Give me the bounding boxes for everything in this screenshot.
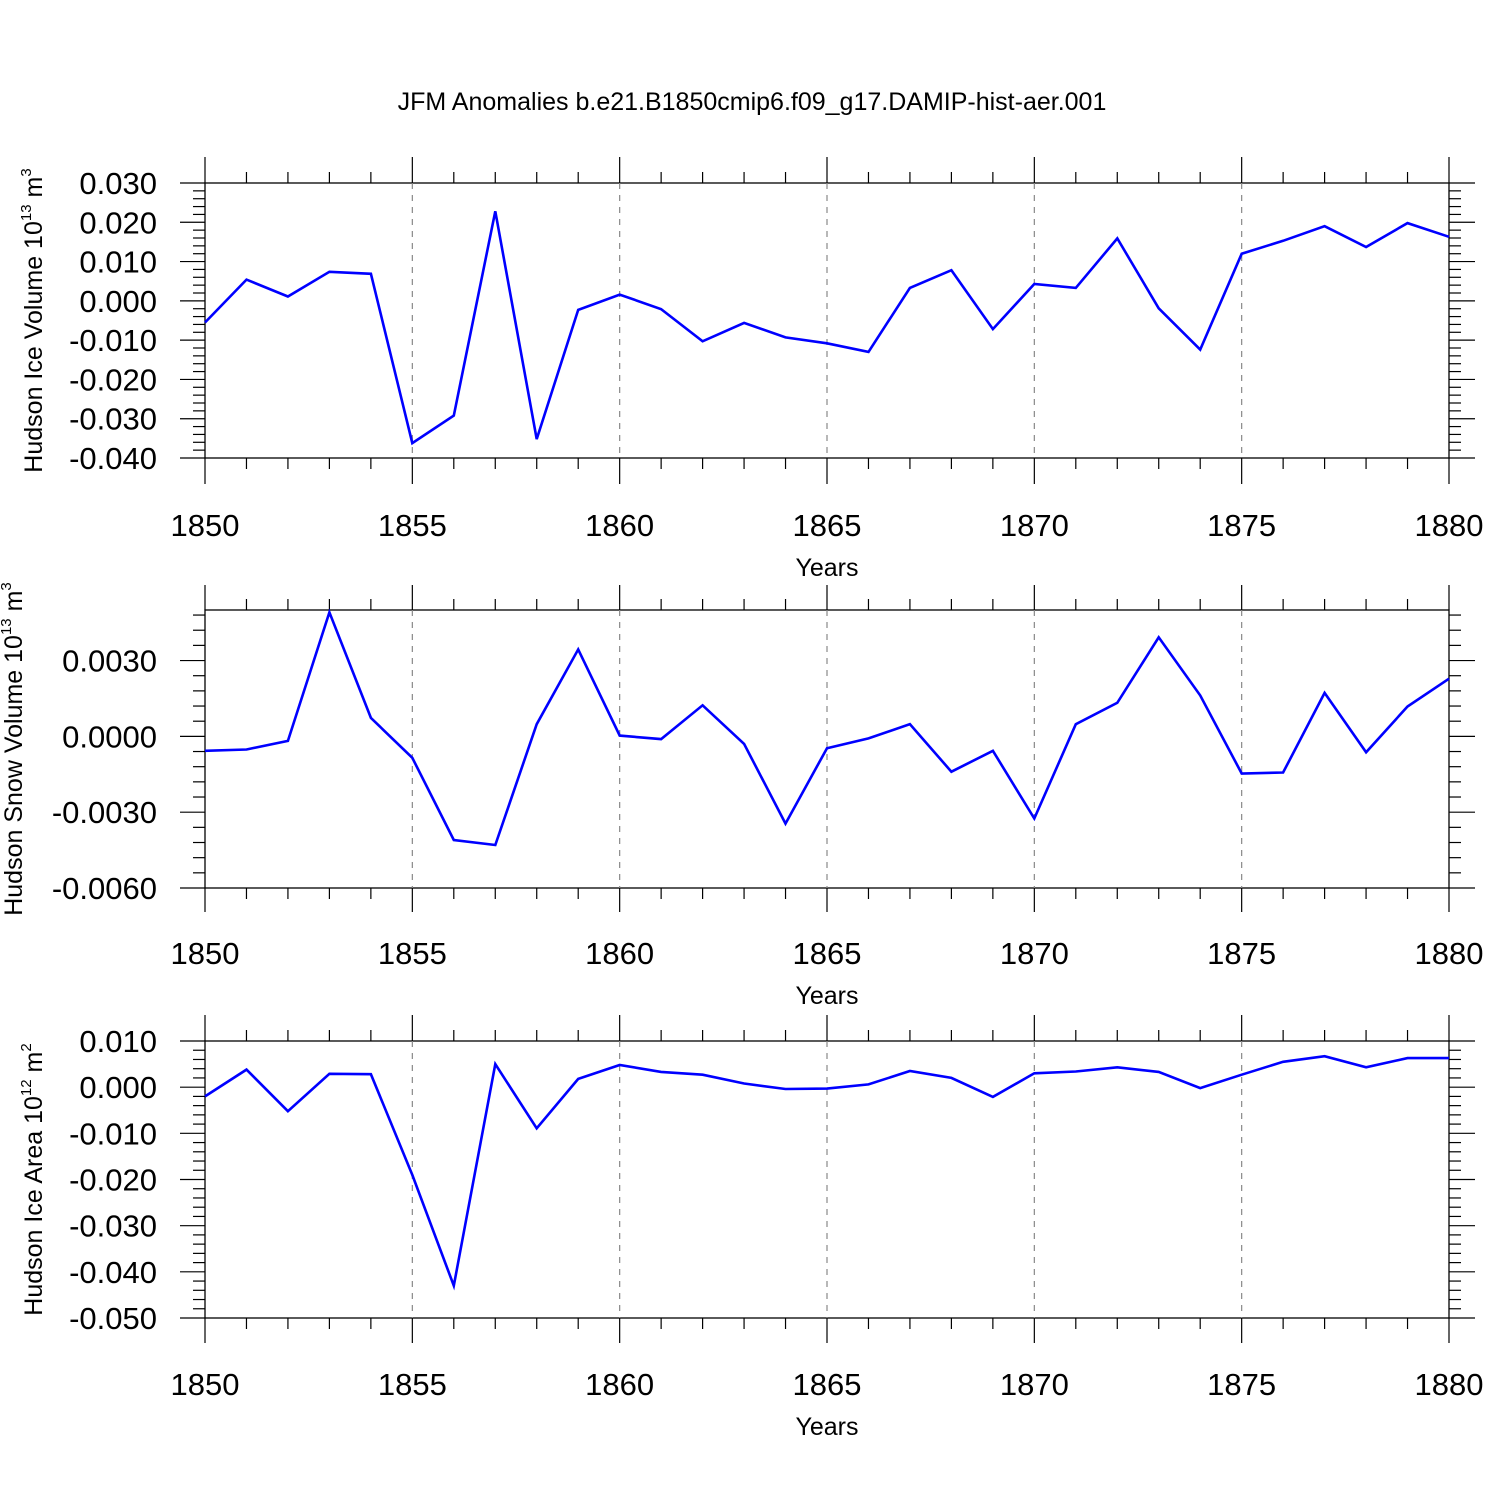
x-tick-label: 1860 — [585, 508, 654, 543]
y-axis-label: Hudson Ice Area 1012 m2 — [18, 1043, 48, 1315]
chart-title: JFM Anomalies b.e21.B1850cmip6.f09_g17.D… — [398, 88, 1107, 116]
x-tick-label: 1875 — [1207, 1367, 1276, 1402]
y-tick-label: 0.010 — [79, 1024, 157, 1059]
y-tick-label: -0.010 — [69, 323, 157, 358]
x-tick-label: 1860 — [585, 936, 654, 971]
x-tick-label: 1870 — [1000, 508, 1069, 543]
y-tick-label: -0.030 — [69, 1209, 157, 1244]
y-tick-label: -0.040 — [69, 1255, 157, 1290]
y-tick-label: -0.040 — [69, 441, 157, 476]
x-axis-label: Years — [795, 554, 858, 582]
y-tick-label: 0.0000 — [62, 719, 157, 754]
x-tick-label: 1850 — [171, 936, 240, 971]
series-line — [204, 608, 1450, 847]
x-axis-label: Years — [795, 982, 858, 1010]
y-axis-label: Hudson Snow Volume 1013 m3 — [0, 582, 28, 916]
x-tick-label: 1875 — [1207, 936, 1276, 971]
x-tick-label: 1860 — [585, 1367, 654, 1402]
x-tick-label: 1880 — [1415, 508, 1484, 543]
y-tick-label: -0.0060 — [52, 871, 157, 906]
chart-panel-3: 1850 1855 1860 1865 1870 1875 1880 -0.050 -0.040… — [18, 1015, 1483, 1441]
series-line — [204, 211, 1450, 446]
y-tick-label: 0.030 — [79, 166, 157, 201]
y-tick-label: -0.010 — [69, 1116, 157, 1151]
x-tick-label: 1855 — [378, 508, 447, 543]
chart-panel-1: 1850 1855 1860 1865 1870 1875 1880 -0.040 -0.030… — [18, 157, 1483, 582]
x-tick-label: 1875 — [1207, 508, 1276, 543]
y-axis-label: Hudson Ice Volume 1013 m3 — [18, 168, 48, 472]
x-tick-label: 1880 — [1415, 936, 1484, 971]
y-tick-label: -0.020 — [69, 1163, 157, 1198]
y-tick-label: -0.050 — [69, 1301, 157, 1336]
x-tick-label: 1850 — [171, 1367, 240, 1402]
y-tick-label: 0.020 — [79, 205, 157, 240]
x-axis-label: Years — [795, 1413, 858, 1441]
chart-panel-2: 1850 1855 1860 1865 1870 1875 1880 -0.0060 -0.00… — [0, 582, 1483, 1010]
y-tick-label: 0.0030 — [62, 644, 157, 679]
y-tick-label: 0.000 — [79, 1070, 157, 1105]
x-tick-label: 1850 — [171, 508, 240, 543]
x-tick-label: 1865 — [793, 1367, 862, 1402]
x-tick-label: 1880 — [1415, 1367, 1484, 1402]
x-tick-label: 1865 — [793, 508, 862, 543]
y-tick-label: -0.030 — [69, 402, 157, 437]
panels: 1850 1855 1860 1865 1870 1875 1880 -0.040 -0.030… — [0, 157, 1483, 1441]
y-tick-label: -0.0030 — [52, 795, 157, 830]
y-tick-label: 0.010 — [79, 245, 157, 280]
x-tick-label: 1870 — [1000, 936, 1069, 971]
x-tick-label: 1855 — [378, 1367, 447, 1402]
x-tick-label: 1870 — [1000, 1367, 1069, 1402]
series-line — [204, 1054, 1449, 1291]
y-tick-label: -0.020 — [69, 362, 157, 397]
x-tick-label: 1855 — [378, 936, 447, 971]
x-tick-label: 1865 — [793, 936, 862, 971]
y-tick-label: 0.000 — [79, 284, 157, 319]
